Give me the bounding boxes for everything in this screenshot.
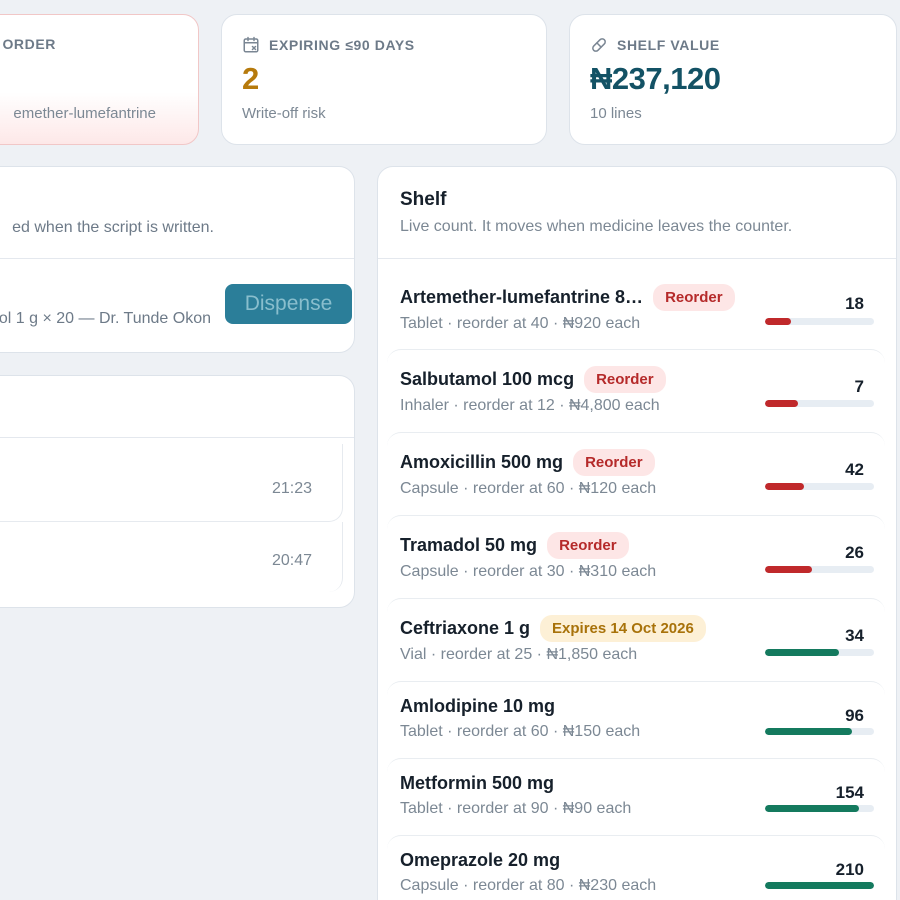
shelf-panel: Shelf Live count. It moves when medicine… [377, 166, 897, 900]
log-entry-time: 20:47 [271, 552, 312, 569]
shelf-item-count: 96 [845, 706, 864, 725]
shelf-item-count: 26 [845, 543, 864, 562]
shelf-item[interactable]: Omeprazole 20 mg Capsule · reorder at 80 … [387, 835, 885, 900]
stock-level-fill [765, 728, 853, 735]
shelf-item-meta: Inhaler · reorder at 12 · ₦4,800 each [400, 397, 660, 414]
reorder-badge: Reorder [584, 366, 666, 393]
shelf-item-count: 42 [845, 460, 864, 479]
shelf-item-name-row: Salbutamol 100 mcg Reorder [400, 366, 666, 393]
shelf-item-meta: Capsule · reorder at 30 · ₦310 each [400, 563, 657, 580]
stat-label-shelf-value: SHELF VALUE [590, 36, 720, 54]
shelf-item-count: 154 [835, 783, 864, 802]
shelf-item-meta: Tablet · reorder at 90 · ₦90 each [400, 800, 632, 817]
shelf-item-name-row: Amlodipine 10 mg [400, 696, 555, 717]
stock-level-fill [765, 566, 812, 573]
stock-level-bar [765, 400, 874, 407]
shelf-item[interactable]: Ceftriaxone 1 g Expires 14 Oct 2026 Vial ·… [387, 598, 885, 681]
stat-label-reorder: ORDER [2, 36, 56, 52]
stock-level-bar [765, 882, 874, 889]
shelf-item-name: Amoxicillin 500 mg [400, 452, 564, 472]
stat-card-expiring[interactable]: EXPIRING ≤90 DAYS 2 Write-off risk [221, 14, 547, 145]
reorder-badge: Reorder [547, 532, 629, 559]
shelf-item-name-row: Omeprazole 20 mg [400, 850, 560, 871]
stock-level-bar [765, 805, 874, 812]
shelf-item-name-row: Metformin 500 mg [400, 773, 554, 794]
stock-level-fill [765, 318, 792, 325]
dispense-panel-description: ed when the script is written. [12, 219, 214, 236]
stock-level-fill [765, 649, 840, 656]
reorder-badge: Reorder [573, 449, 655, 476]
dispense-panel: ed when the script is written. ol 1 g × … [0, 166, 355, 353]
shelf-title: Shelf [400, 189, 447, 210]
divider [378, 258, 896, 259]
shelf-item[interactable]: Amoxicillin 500 mg Reorder Capsule · reord… [387, 432, 885, 515]
shelf-item[interactable]: Amlodipine 10 mg Tablet · reorder at 60 ·… [387, 681, 885, 758]
shelf-item-meta: Capsule · reorder at 60 · ₦120 each [400, 480, 657, 497]
shelf-item-meta: Vial · reorder at 25 · ₦1,850 each [400, 646, 638, 663]
pill-icon [592, 38, 606, 52]
stat-card-reorder[interactable]: ORDER emether-lumefantrine [0, 14, 199, 145]
stock-level-fill [765, 882, 874, 889]
shelf-item-name-row: Tramadol 50 mg Reorder [400, 532, 629, 559]
shelf-item-count: 210 [835, 860, 864, 879]
stat-sub-reorder: emether-lumefantrine [13, 105, 156, 122]
reorder-badge: Reorder [653, 284, 735, 311]
shelf-item-meta: Capsule · reorder at 80 · ₦230 each [400, 877, 657, 894]
log-entry[interactable]: 21:23 [0, 444, 343, 522]
dispense-log-panel: 21:23 20:47 [0, 375, 355, 608]
stock-level-fill [765, 805, 859, 812]
shelf-item-name: Omeprazole 20 mg [400, 850, 561, 870]
shelf-item-name: Salbutamol 100 mcg [400, 369, 575, 389]
stat-label-shelf-value-text: SHELF VALUE [617, 37, 720, 53]
stock-level-bar [765, 649, 874, 656]
shelf-item-name: Artemether-lumefantrine 8… [400, 287, 644, 307]
calendar-x-icon [243, 36, 259, 53]
shelf-item-count: 7 [854, 377, 864, 396]
stock-level-fill [765, 400, 798, 407]
divider [0, 437, 354, 438]
shelf-item-name: Amlodipine 10 mg [400, 696, 556, 716]
stock-level-bar [765, 566, 874, 573]
stock-level-fill [765, 483, 805, 490]
shelf-item-name: Tramadol 50 mg [400, 535, 538, 555]
shelf-item-meta: Tablet · reorder at 60 · ₦150 each [400, 723, 641, 740]
prescription-line[interactable]: ol 1 g × 20 — Dr. Tunde Okon [0, 310, 211, 327]
shelf-item[interactable]: Tramadol 50 mg Reorder Capsule · reorder a… [387, 515, 885, 598]
expiry-badge: Expires 14 Oct 2026 [540, 615, 706, 642]
stock-level-bar [765, 318, 874, 325]
stat-label-expiring-text: EXPIRING ≤90 DAYS [269, 37, 415, 53]
shelf-item-name-row: Amoxicillin 500 mg Reorder [400, 449, 655, 476]
stock-level-bar [765, 483, 874, 490]
shelf-item[interactable]: Salbutamol 100 mcg Reorder Inhaler · reord… [387, 349, 885, 432]
shelf-item-name-row: Artemether-lumefantrine 8… Reorder [400, 284, 735, 311]
shelf-item-count: 18 [845, 294, 864, 313]
shelf-item-count: 34 [845, 626, 864, 645]
shelf-item-name: Ceftriaxone 1 g [400, 618, 531, 638]
shelf-description: Live count. It moves when medicine leave… [400, 218, 793, 235]
log-entry[interactable]: 20:47 [0, 522, 343, 592]
log-entry-time: 21:23 [271, 480, 312, 497]
shelf-item[interactable]: Metformin 500 mg Tablet · reorder at 90 ·… [387, 758, 885, 835]
shelf-item-meta: Tablet · reorder at 40 · ₦920 each [400, 315, 641, 332]
stock-level-bar [765, 728, 874, 735]
stat-sub-shelf-value: 10 lines [590, 105, 642, 122]
shelf-item[interactable]: Artemether-lumefantrine 8… Reorder Tablet … [387, 259, 885, 349]
stat-value-expiring: 2 [242, 61, 259, 96]
shelf-item-name: Metformin 500 mg [400, 773, 555, 793]
stat-card-shelf-value[interactable]: SHELF VALUE ₦237,120 10 lines [569, 14, 897, 145]
shelf-item-name-row: Ceftriaxone 1 g Expires 14 Oct 2026 [400, 615, 706, 642]
divider [0, 258, 354, 259]
dispense-button[interactable]: Dispense [225, 284, 352, 324]
stat-label-expiring: EXPIRING ≤90 DAYS [242, 36, 415, 54]
stat-value-shelf-value: ₦237,120 [590, 61, 721, 96]
stat-sub-expiring: Write-off risk [242, 105, 326, 122]
